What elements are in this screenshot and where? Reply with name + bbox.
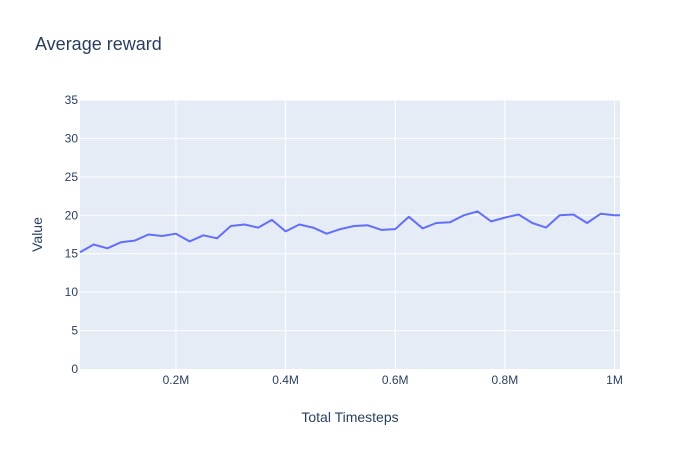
x-axis-title: Total Timesteps — [301, 409, 398, 425]
x-tick-label: 0.4M — [272, 373, 299, 387]
y-tick-label: 20 — [65, 208, 79, 222]
y-tick-label: 30 — [65, 131, 79, 145]
x-axis-ticks: 0.2M 0.4M 0.6M 0.8M 1M — [163, 373, 623, 387]
x-tick-label: 0.8M — [492, 373, 519, 387]
y-tick-label: 5 — [71, 324, 78, 338]
y-tick-label: 35 — [65, 93, 79, 107]
x-tick-label: 0.6M — [382, 373, 409, 387]
grid-lines — [80, 99, 620, 369]
plot-area — [80, 100, 620, 369]
y-tick-label: 10 — [65, 285, 79, 299]
series-line — [79, 210, 620, 254]
y-tick-label: 25 — [65, 170, 79, 184]
y-tick-label: 0 — [71, 362, 78, 376]
y-tick-label: 15 — [65, 247, 79, 261]
x-tick-label: 0.2M — [163, 373, 190, 387]
chart-title: Average reward — [35, 34, 162, 54]
x-tick-label: 1M — [606, 373, 623, 387]
y-axis-title: Value — [29, 217, 45, 252]
y-axis-ticks: 0 5 10 15 20 25 30 35 — [65, 93, 79, 376]
